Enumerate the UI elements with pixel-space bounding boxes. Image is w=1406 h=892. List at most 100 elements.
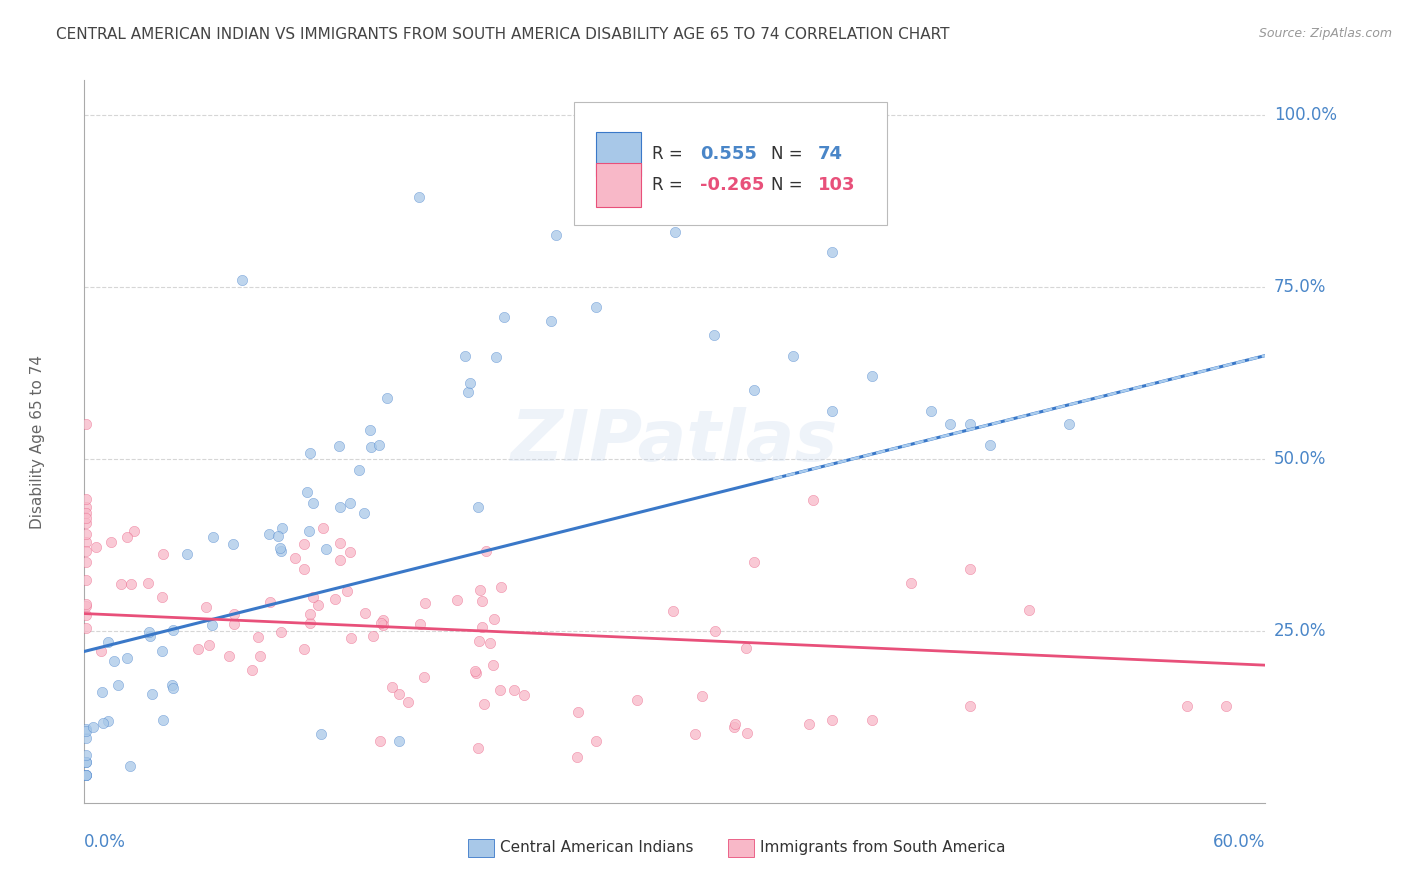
Point	[120, 577, 142, 591]
FancyBboxPatch shape	[596, 132, 641, 176]
Point	[482, 612, 505, 626]
Point	[1215, 699, 1237, 714]
Point	[75, 506, 97, 520]
Point	[361, 628, 384, 642]
Point	[723, 720, 745, 734]
Point	[249, 648, 271, 663]
Point	[198, 638, 221, 652]
Point	[565, 750, 588, 764]
Point	[152, 713, 174, 727]
Point	[75, 755, 97, 769]
Point	[218, 649, 240, 664]
Text: Source: ZipAtlas.com: Source: ZipAtlas.com	[1258, 27, 1392, 40]
Point	[368, 734, 391, 748]
Point	[90, 685, 112, 699]
Point	[141, 686, 163, 700]
Point	[690, 690, 713, 704]
Point	[482, 658, 505, 673]
Text: R =: R =	[652, 145, 689, 163]
Point	[75, 722, 97, 736]
Point	[224, 616, 246, 631]
Text: 0.555: 0.555	[700, 145, 756, 163]
Point	[626, 693, 648, 707]
Point	[471, 593, 494, 607]
Point	[75, 535, 97, 549]
Point	[75, 599, 97, 613]
Point	[307, 598, 329, 612]
Point	[75, 755, 97, 769]
Point	[187, 642, 209, 657]
Point	[75, 723, 97, 738]
Point	[664, 225, 686, 239]
Point	[959, 562, 981, 576]
Point	[742, 383, 765, 397]
Point	[920, 403, 942, 417]
Point	[396, 695, 419, 709]
Point	[467, 500, 489, 514]
Text: 60.0%: 60.0%	[1213, 833, 1265, 851]
Point	[661, 604, 683, 618]
Point	[90, 644, 112, 658]
Point	[75, 597, 97, 611]
Point	[299, 446, 322, 460]
Point	[468, 634, 491, 648]
Text: Immigrants from South America: Immigrants from South America	[759, 840, 1005, 855]
Point	[75, 544, 97, 558]
Point	[465, 666, 488, 681]
Point	[201, 618, 224, 632]
Point	[120, 759, 142, 773]
Point	[939, 417, 962, 432]
Point	[339, 495, 361, 509]
Point	[75, 621, 97, 635]
Point	[485, 350, 508, 364]
Point	[1018, 603, 1040, 617]
Point	[464, 664, 486, 678]
Point	[117, 530, 139, 544]
Point	[115, 650, 138, 665]
Point	[294, 562, 316, 576]
Point	[860, 369, 883, 384]
Point	[100, 534, 122, 549]
Point	[224, 607, 246, 622]
Point	[371, 617, 394, 632]
Point	[122, 524, 145, 539]
Point	[373, 613, 395, 627]
Point	[259, 595, 281, 609]
Point	[75, 731, 97, 745]
Point	[75, 747, 97, 762]
Point	[270, 544, 292, 558]
Text: 50.0%: 50.0%	[1274, 450, 1326, 467]
Point	[311, 521, 333, 535]
Point	[375, 391, 398, 405]
Point	[75, 768, 97, 782]
Point	[75, 527, 97, 541]
Point	[75, 417, 97, 432]
Point	[467, 740, 489, 755]
Point	[821, 713, 844, 727]
Point	[270, 624, 292, 639]
Point	[821, 245, 844, 260]
Point	[336, 583, 359, 598]
Point	[489, 580, 512, 594]
Point	[110, 576, 132, 591]
Point	[339, 632, 361, 646]
Text: 25.0%: 25.0%	[1274, 622, 1326, 640]
Text: Disability Age 65 to 74: Disability Age 65 to 74	[30, 354, 45, 529]
Text: N =: N =	[770, 176, 807, 194]
Point	[979, 438, 1001, 452]
FancyBboxPatch shape	[575, 102, 887, 225]
Text: 0.0%: 0.0%	[84, 833, 127, 851]
Point	[860, 713, 883, 727]
Point	[136, 576, 159, 591]
Point	[512, 688, 534, 702]
Point	[75, 607, 97, 622]
Point	[75, 510, 97, 524]
Point	[240, 664, 263, 678]
Point	[292, 537, 315, 551]
Text: ZIPatlas: ZIPatlas	[512, 407, 838, 476]
Point	[353, 607, 375, 621]
Point	[75, 768, 97, 782]
Point	[298, 524, 321, 538]
Point	[302, 496, 325, 510]
Point	[360, 441, 382, 455]
